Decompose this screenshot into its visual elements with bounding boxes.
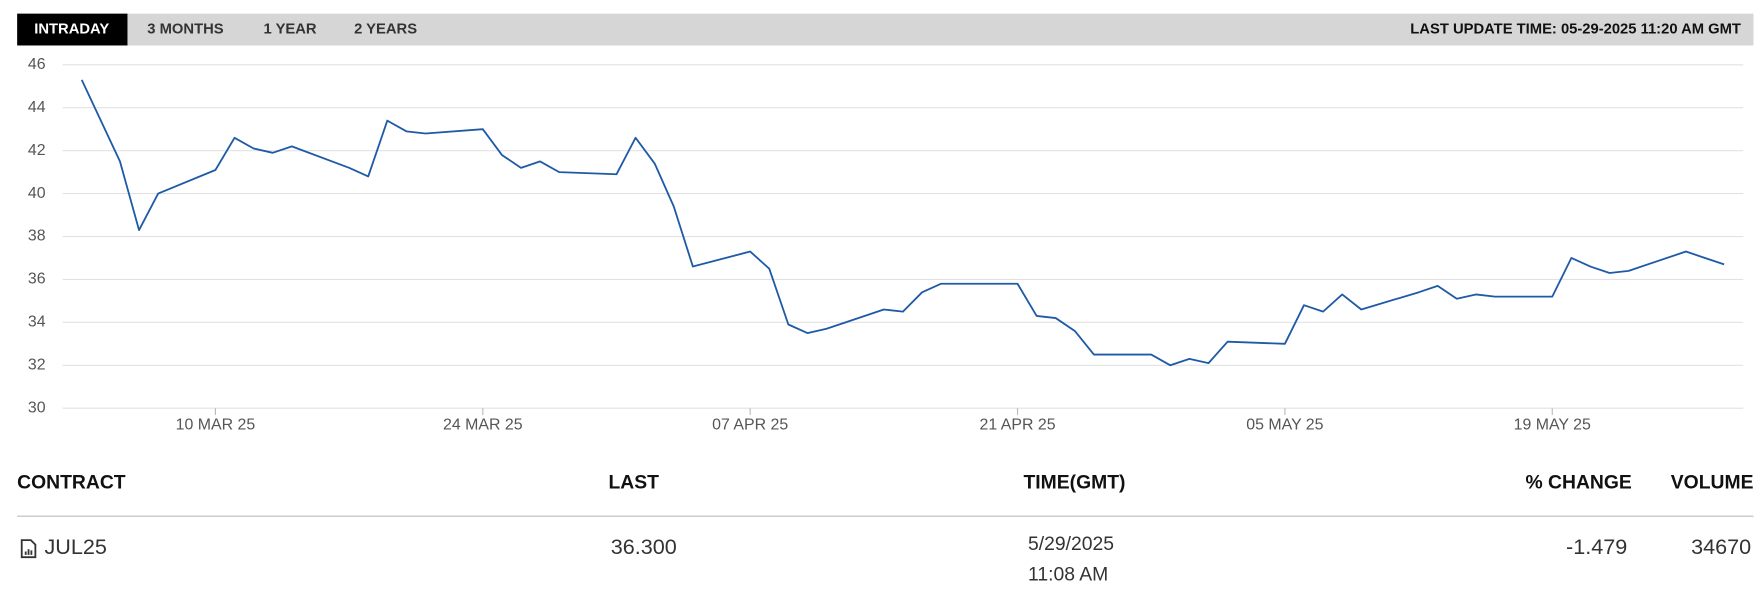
x-tick-label: 05 MAY 25	[1246, 416, 1323, 433]
date: 5/29/2025	[1028, 534, 1114, 555]
tab[interactable]: INTRADAY	[34, 21, 109, 37]
column-header: LAST	[608, 472, 659, 493]
tab-bar	[17, 13, 1754, 46]
tab[interactable]: 2 YEARS	[354, 21, 417, 37]
last: 36.300	[611, 534, 677, 559]
tab[interactable]: 1 YEAR	[264, 21, 317, 37]
percent-change: -1.479	[1566, 534, 1627, 559]
y-tick-label: 30	[28, 399, 46, 416]
y-tick-label: 32	[28, 356, 46, 373]
chart-icon[interactable]	[20, 539, 37, 559]
time: 11:08 AM	[1028, 564, 1108, 585]
column-header: CONTRACT	[17, 472, 126, 493]
y-tick-label: 34	[28, 314, 46, 331]
tab[interactable]: 3 MONTHS	[147, 21, 223, 37]
column-header: VOLUME	[1671, 472, 1754, 493]
contract[interactable]: JUL25	[44, 534, 106, 559]
y-tick-label: 46	[28, 56, 46, 73]
y-tick-label: 36	[28, 271, 46, 288]
y-tick-label: 38	[28, 228, 46, 245]
x-tick-label: 07 APR 25	[712, 416, 788, 433]
column-header: % CHANGE	[1525, 472, 1631, 493]
last-update: LAST UPDATE TIME: 05-29-2025 11:20 AM GM…	[1410, 21, 1741, 37]
x-tick-label: 21 APR 25	[980, 416, 1056, 433]
x-tick-label: 19 MAY 25	[1514, 416, 1591, 433]
y-tick-label: 44	[28, 99, 46, 116]
x-tick-label: 10 MAR 25	[176, 416, 256, 433]
column-header: TIME(GMT)	[1023, 472, 1125, 493]
chart: 30 32 34 36 38 40 42 44 46 10 MAR 25 24 MAR 25 07 A…	[28, 56, 1744, 433]
volume: 34670	[1691, 534, 1751, 559]
y-tick-label: 40	[28, 185, 46, 202]
x-tick-label: 24 MAR 25	[443, 416, 523, 433]
active-tab[interactable]	[17, 13, 128, 46]
y-tick-label: 42	[28, 142, 46, 159]
price-line	[80, 79, 1725, 367]
